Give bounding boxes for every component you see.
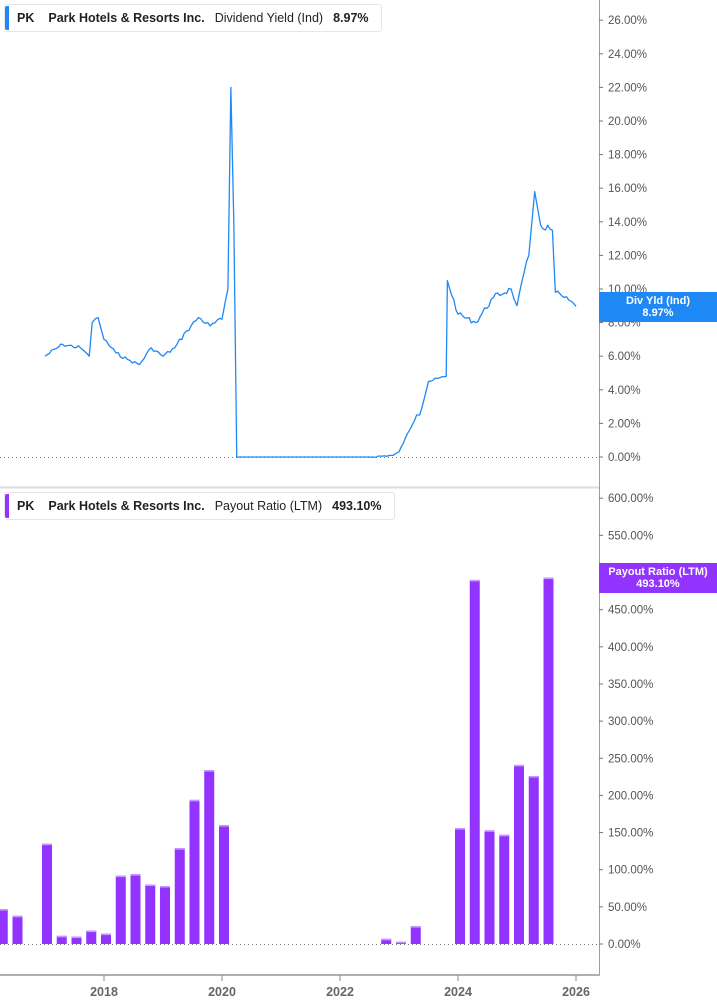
legend-ticker: PK bbox=[17, 499, 35, 513]
svg-text:6.00%: 6.00% bbox=[608, 351, 641, 363]
svg-text:12.00%: 12.00% bbox=[608, 250, 647, 262]
tag-label: Div Yld (Ind) bbox=[626, 295, 690, 307]
series-color-swatch bbox=[5, 6, 9, 30]
svg-text:600.00%: 600.00% bbox=[608, 493, 653, 505]
svg-text:350.00%: 350.00% bbox=[608, 679, 653, 691]
last-value-tag-payout-ratio: Payout Ratio (LTM) 493.10% bbox=[599, 563, 717, 593]
legend-dividend-yield[interactable]: PK Park Hotels & Resorts Inc. Dividend Y… bbox=[4, 4, 382, 32]
legend-value: 8.97% bbox=[333, 11, 369, 25]
svg-text:0.00%: 0.00% bbox=[608, 939, 641, 951]
svg-text:250.00%: 250.00% bbox=[608, 753, 653, 765]
svg-text:300.00%: 300.00% bbox=[608, 716, 653, 728]
y-axis-bottom: 0.00% 50.00% 100.00% 150.00% 200.00% 250.00% 3… bbox=[599, 493, 653, 951]
svg-text:14.00%: 14.00% bbox=[608, 217, 647, 229]
legend-metric: Payout Ratio (LTM) bbox=[214, 499, 323, 513]
svg-text:450.00%: 450.00% bbox=[608, 605, 653, 617]
legend-company: Park Hotels & Resorts Inc. bbox=[48, 499, 205, 513]
svg-text:18.00%: 18.00% bbox=[608, 150, 647, 162]
tag-value: 8.97% bbox=[642, 307, 674, 319]
svg-text:20.00%: 20.00% bbox=[608, 116, 647, 128]
tag-label: Payout Ratio (LTM) bbox=[608, 566, 708, 578]
svg-text:24.00%: 24.00% bbox=[608, 49, 647, 61]
svg-text:2020: 2020 bbox=[208, 985, 236, 999]
svg-text:550.00%: 550.00% bbox=[608, 530, 653, 542]
svg-text:2.00%: 2.00% bbox=[608, 418, 641, 430]
svg-text:2022: 2022 bbox=[326, 985, 354, 999]
legend-metric: Dividend Yield (Ind) bbox=[214, 11, 324, 25]
svg-text:150.00%: 150.00% bbox=[608, 828, 653, 840]
svg-text:2024: 2024 bbox=[444, 985, 472, 999]
y-axis-top: 0.00%2.00%4.00%6.00%8.00%10.00%12.00%14.… bbox=[599, 15, 647, 464]
series-color-swatch bbox=[5, 494, 9, 518]
svg-text:400.00%: 400.00% bbox=[608, 642, 653, 654]
svg-text:22.00%: 22.00% bbox=[608, 82, 647, 94]
svg-text:200.00%: 200.00% bbox=[608, 790, 653, 802]
svg-text:26.00%: 26.00% bbox=[608, 15, 647, 27]
legend-payout-ratio[interactable]: PK Park Hotels & Resorts Inc. Payout Rat… bbox=[4, 492, 395, 520]
tag-value: 493.10% bbox=[636, 578, 680, 590]
svg-text:16.00%: 16.00% bbox=[608, 183, 647, 195]
svg-text:50.00%: 50.00% bbox=[608, 902, 647, 914]
svg-text:100.00%: 100.00% bbox=[608, 865, 653, 877]
legend-company: Park Hotels & Resorts Inc. bbox=[48, 11, 205, 25]
dividend-yield-line bbox=[44, 86, 577, 459]
last-value-tag-dividend-yield: Div Yld (Ind) 8.97% bbox=[599, 292, 717, 322]
x-axis: 2018 2020 2022 2024 2026 bbox=[90, 975, 590, 999]
svg-text:4.00%: 4.00% bbox=[608, 385, 641, 397]
legend-ticker: PK bbox=[17, 11, 35, 25]
payout-ratio-bars bbox=[0, 577, 554, 944]
svg-text:0.00%: 0.00% bbox=[608, 452, 641, 464]
legend-value: 493.10% bbox=[332, 499, 382, 513]
svg-text:2026: 2026 bbox=[562, 985, 590, 999]
svg-text:2018: 2018 bbox=[90, 985, 118, 999]
